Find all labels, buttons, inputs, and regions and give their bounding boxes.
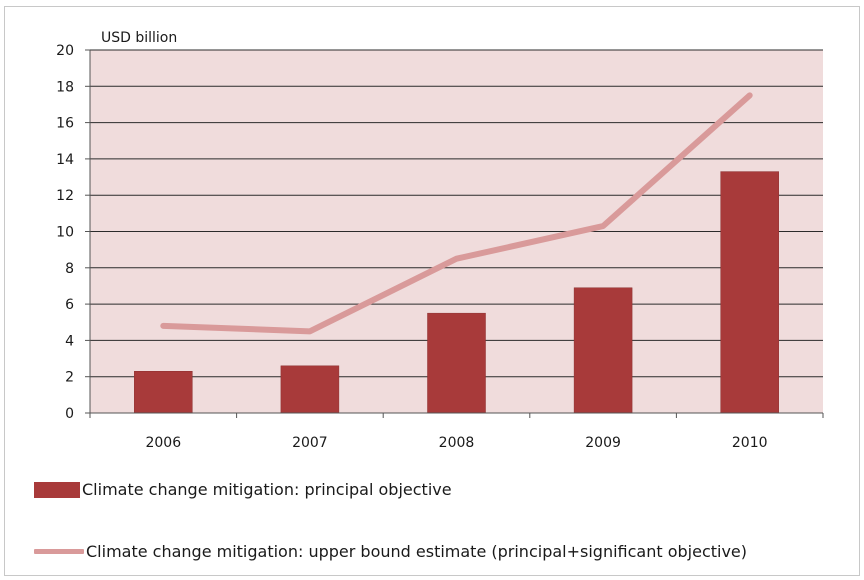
y-tick-label: 0 (65, 406, 74, 422)
bar (427, 312, 486, 414)
axes: 0 2 4 6 8 10 12 14 16 18 20 2006 2007 2008 2009 2010 (56, 43, 824, 451)
line-series (160, 92, 753, 335)
legend-item-bars: Climate change mitigation: principal obj… (34, 480, 452, 499)
x-tick-label: 2007 (292, 435, 328, 451)
y-tick-label: 12 (56, 188, 74, 204)
y-tick-label: 14 (56, 152, 74, 168)
legend-item-line: Climate change mitigation: upper bound e… (34, 542, 747, 561)
legend-bar-label: Climate change mitigation: principal obj… (82, 480, 452, 499)
y-tick-label: 8 (65, 261, 74, 277)
bar (134, 371, 193, 414)
x-tick-label: 2009 (585, 435, 621, 451)
legend-line-label: Climate change mitigation: upper bound e… (86, 542, 748, 561)
bar (280, 365, 340, 414)
bar (573, 287, 633, 414)
y-tick-label: 20 (56, 43, 74, 59)
x-tick-label: 2010 (732, 435, 768, 451)
legend-bar-swatch (34, 481, 80, 498)
bar (720, 171, 779, 414)
x-tick-label: 2006 (145, 435, 181, 451)
y-tick-label: 10 (56, 225, 74, 241)
y-tick-label: 6 (65, 297, 74, 313)
x-tick-label: 2008 (439, 435, 475, 451)
y-tick-label: 4 (65, 333, 74, 349)
y-tick-label: 16 (56, 116, 74, 132)
y-tick-label: 18 (56, 79, 74, 95)
bar-series (134, 171, 779, 414)
y-tick-label: 2 (65, 370, 74, 386)
gridlines (90, 49, 823, 378)
legend-line-swatch (34, 549, 84, 554)
y-axis-unit-label: USD billion (101, 30, 177, 46)
